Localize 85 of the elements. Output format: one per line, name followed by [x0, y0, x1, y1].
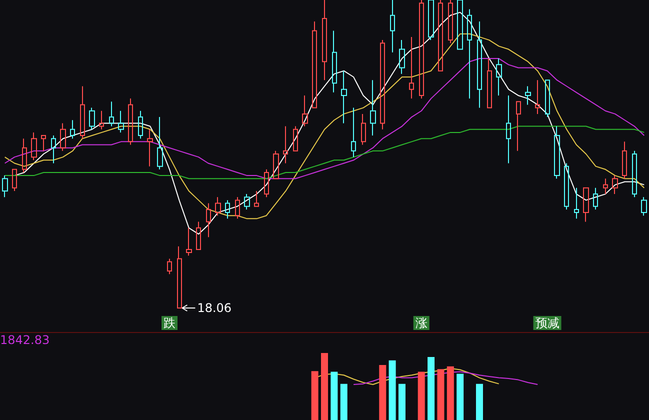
- candlestick: [22, 138, 27, 173]
- candlestick: [477, 21, 482, 108]
- candlestick: [118, 110, 124, 133]
- candlestick: [554, 126, 560, 180]
- candlestick: [206, 202, 211, 238]
- candlestick: [138, 110, 143, 140]
- candlestick: [574, 187, 579, 220]
- candlestick: [244, 194, 250, 210]
- candlestick: [196, 221, 201, 250]
- candlestick: [186, 227, 192, 256]
- candlestick: [283, 126, 288, 164]
- candlestick: [89, 107, 95, 130]
- candlestick: [322, 0, 327, 81]
- x-tick-label: 跌: [164, 316, 176, 330]
- candlestick: [31, 132, 37, 161]
- bar: [379, 365, 386, 420]
- candlestick: [409, 36, 414, 100]
- candlestick: [167, 258, 172, 275]
- bar: [446, 366, 454, 420]
- bar: [437, 369, 444, 420]
- bar: [321, 353, 328, 420]
- candlestick: [51, 135, 56, 164]
- candlestick: [254, 190, 259, 207]
- candlestick: [109, 101, 114, 127]
- candlestick: [506, 94, 511, 164]
- candlestick: [70, 120, 75, 140]
- candlestick: [603, 178, 608, 195]
- candlestick: [157, 116, 163, 170]
- candlestick: [235, 196, 240, 220]
- candlestick: [632, 150, 637, 198]
- candlestick: [273, 150, 279, 180]
- candlestick: [351, 107, 356, 158]
- candlestick: [467, 8, 472, 100]
- candlestick: [535, 80, 540, 114]
- candlestick: [448, 0, 453, 44]
- x-tick-label: 预减: [535, 316, 560, 330]
- candlestick: [341, 70, 347, 124]
- candlestick: [641, 196, 647, 216]
- bar: [418, 372, 425, 420]
- text: 1842.83: [0, 333, 50, 347]
- candlestick: [293, 126, 298, 152]
- candlestick: [312, 21, 317, 108]
- candlestick: [99, 110, 104, 130]
- candlestick: [380, 40, 385, 130]
- candlestick: [593, 187, 598, 210]
- x-tick-label: 涨: [415, 316, 428, 330]
- candlestick: [457, 0, 463, 50]
- bar: [330, 372, 338, 420]
- candlestick: [128, 98, 133, 146]
- candlestick: [225, 200, 230, 220]
- candlestick: [12, 168, 17, 192]
- candlestick: [516, 101, 521, 152]
- candlestick: [399, 40, 405, 74]
- candlestick: [612, 175, 618, 195]
- candlestick: [428, 0, 434, 41]
- candlestick: [525, 86, 531, 106]
- candlestick: [302, 94, 308, 127]
- bar: [340, 384, 348, 420]
- candlestick: [332, 30, 337, 93]
- candlestick: [370, 80, 376, 136]
- candlestick: [622, 141, 627, 180]
- annotation: 18.06: [197, 301, 232, 315]
- candlestick: [496, 58, 502, 96]
- candlestick: [41, 135, 46, 152]
- bar: [428, 357, 435, 420]
- candlestick: [361, 113, 366, 146]
- candlestick: [2, 175, 8, 198]
- candlestick: [215, 196, 221, 216]
- candlestick: [177, 246, 182, 308]
- candlestick: [438, 0, 443, 72]
- candlestick: [390, 0, 395, 53]
- candlestick: [583, 187, 589, 222]
- bar: [456, 374, 464, 420]
- bar: [388, 360, 396, 420]
- candlestick: [545, 80, 550, 118]
- candlestick: [60, 122, 66, 152]
- bar: [476, 384, 483, 420]
- candlestick: [487, 58, 492, 108]
- bar: [398, 384, 406, 420]
- candlestick: [80, 86, 85, 140]
- candlestick: [264, 168, 269, 198]
- candlestick: [419, 0, 424, 100]
- candlestick: [147, 128, 153, 167]
- bar: [311, 371, 318, 420]
- candlestick: [564, 162, 569, 210]
